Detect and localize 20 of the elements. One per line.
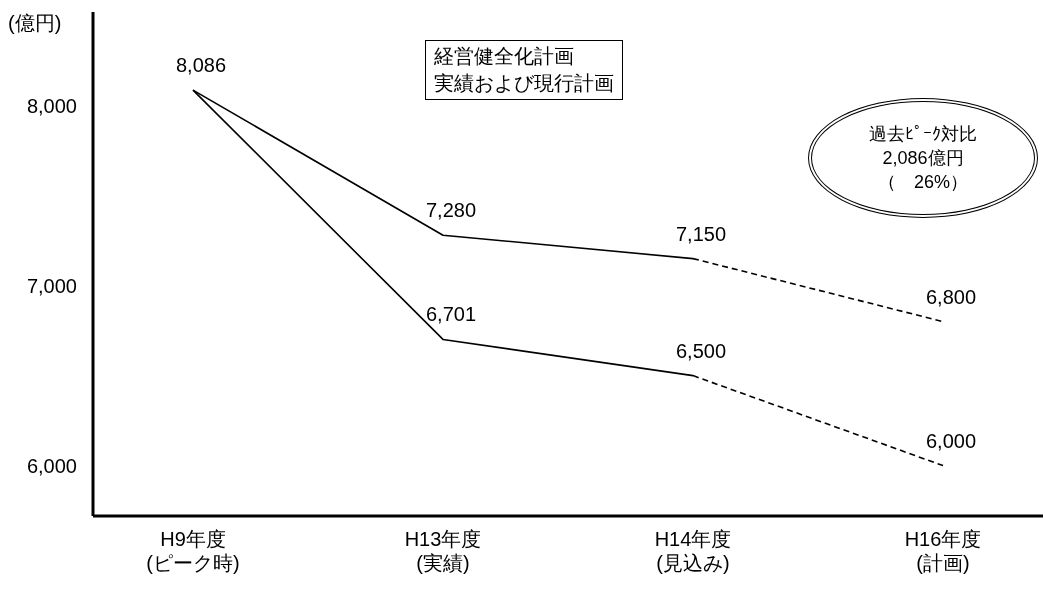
data-label: 6,000 xyxy=(925,429,977,452)
x-tick-label: H14年度 (見込み) xyxy=(654,528,732,574)
annotation: 実績および現行計画 xyxy=(434,71,614,96)
annotation: 2,086億円 xyxy=(882,147,964,170)
y-tick-label: 7,000 xyxy=(26,274,77,297)
data-label: 6,800 xyxy=(925,285,977,308)
x-tick-label: H13年度 (実績) xyxy=(404,528,482,574)
data-label: 7,280 xyxy=(425,199,477,222)
data-label: 6,701 xyxy=(425,303,477,326)
x-tick-label: H9年度 (ピーク時) xyxy=(146,528,240,574)
y-axis-title: (億円) xyxy=(8,11,62,36)
data-label: 7,150 xyxy=(675,222,727,245)
annotation: 経営健全化計画 xyxy=(434,44,575,69)
y-tick-label: 8,000 xyxy=(26,94,77,117)
annotation: （ 26%） xyxy=(877,171,969,194)
data-label: 6,500 xyxy=(675,339,727,362)
y-tick-label: 6,000 xyxy=(26,454,77,477)
annotation: 過去ﾋﾟｰｸ対比 xyxy=(869,123,977,146)
x-tick-label: H16年度 (計画) xyxy=(904,528,982,574)
data-label: 8,086 xyxy=(175,54,227,77)
